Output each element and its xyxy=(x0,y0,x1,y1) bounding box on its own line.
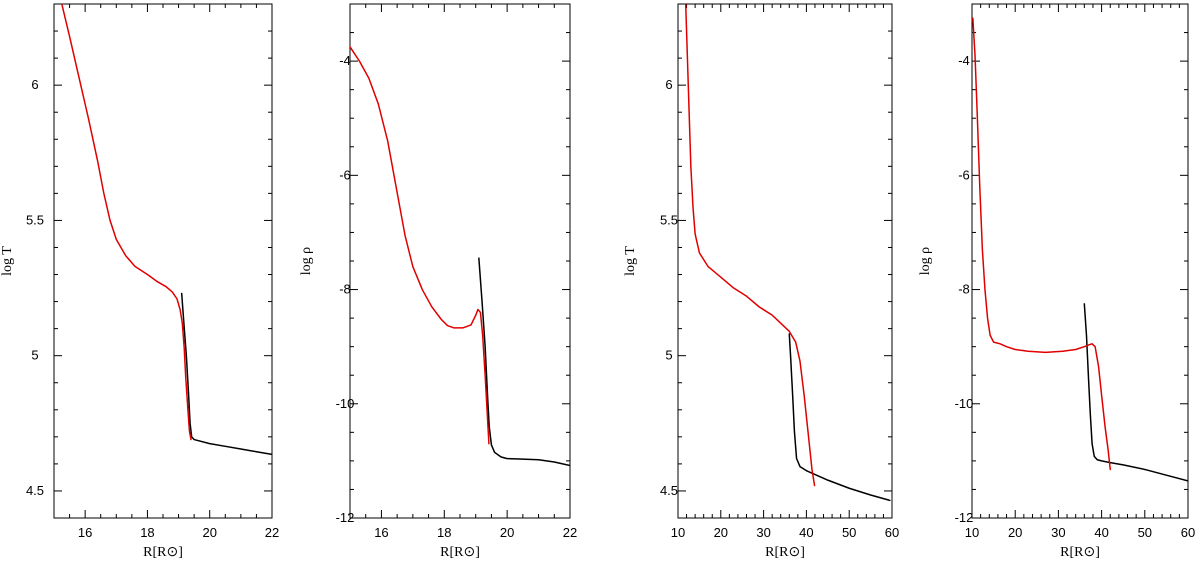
panel-3-y-tick-label: 6 xyxy=(665,77,672,92)
panel-2-x-tick-label: 22 xyxy=(563,525,577,540)
panel-1-curves xyxy=(61,4,272,456)
panel-3-x-axis-label: R[R⊙] xyxy=(765,545,805,560)
panel-4-x-tick-label: 40 xyxy=(1094,525,1108,540)
panel-3-curves xyxy=(684,4,891,502)
panel-2-y-tick-label: -8 xyxy=(339,282,351,297)
panel-2-y-tick-label: -6 xyxy=(339,167,351,182)
panel-1-y-axis-label: log T xyxy=(0,246,15,276)
panel-4-y-tick-label: -4 xyxy=(958,53,970,68)
panel-4-x-tick-label: 50 xyxy=(1138,525,1152,540)
panel-2-x-axis-label: R[R⊙] xyxy=(440,545,480,560)
panel-4-y-tick-label: -8 xyxy=(958,282,970,297)
panel-3-x-tick-label: 20 xyxy=(714,525,728,540)
panel-3-curve-red xyxy=(684,4,816,487)
panel-2-curves xyxy=(350,46,570,467)
panel-3-x-tick-label: 50 xyxy=(842,525,856,540)
panel-3-y-axis-label: log T xyxy=(623,246,638,276)
panel-3-ticks: 10 20 30 40 50 60 4.5 5 5.5 6 xyxy=(660,3,899,540)
panel-4-curves xyxy=(972,17,1188,482)
panel-3-x-tick-label: 10 xyxy=(671,525,685,540)
panel-2-frame xyxy=(349,3,571,519)
panel-4-y-tick-label: -12 xyxy=(955,510,974,525)
panel-4-x-tick-label: 60 xyxy=(1181,525,1195,540)
panel-1-log-t-small-r: 16 18 20 22 4.5 5 5.5 6 R[R⊙] log T xyxy=(0,3,279,560)
panel-3-x-tick-label: 60 xyxy=(885,525,899,540)
panel-4-x-tick-label: 10 xyxy=(965,525,979,540)
panel-1-y-tick-label: 4.5 xyxy=(26,483,44,498)
panel-4-curve-black xyxy=(1083,303,1188,482)
panel-2-y-tick-label: -12 xyxy=(336,510,355,525)
panel-4-x-axis-label: R[R⊙] xyxy=(1060,545,1100,560)
panel-1-y-tick-label: 5.5 xyxy=(26,212,44,227)
panel-3-log-t-large-r: 10 20 30 40 50 60 4.5 5 5.5 6 R[R⊙] log T xyxy=(623,3,899,560)
panel-3-y-tick-label: 5 xyxy=(665,348,672,363)
panel-1-x-tick-label: 22 xyxy=(265,525,279,540)
panel-2-y-tick-label: -4 xyxy=(339,53,351,68)
panel-4-x-tick-label: 20 xyxy=(1008,525,1022,540)
panel-3-y-tick-label: 4.5 xyxy=(660,483,678,498)
panel-4-ticks: 10 20 30 40 50 60 -12 -10 -8 -6 -4 xyxy=(955,3,1195,540)
panel-1-curve-black xyxy=(180,292,272,456)
panel-1-curve-red xyxy=(61,4,192,441)
panel-1-x-axis-label: R[R⊙] xyxy=(143,545,183,560)
panel-2-curve-black xyxy=(478,257,570,467)
panel-4-y-tick-label: -10 xyxy=(955,396,974,411)
panel-3-curve-black xyxy=(788,333,891,502)
panel-2-x-tick-label: 16 xyxy=(374,525,388,540)
panel-1-y-tick-label: 5 xyxy=(31,348,38,363)
panel-3-y-tick-label: 5.5 xyxy=(660,212,678,227)
panel-2-y-tick-label: -10 xyxy=(336,396,355,411)
panel-1-y-tick-label: 6 xyxy=(31,77,38,92)
panel-4-log-rho-large-r: 10 20 30 40 50 60 -12 -10 -8 -6 -4 R[R⊙] log ρ xyxy=(918,3,1195,560)
panel-4-y-tick-label: -6 xyxy=(958,167,970,182)
panel-2-x-tick-label: 18 xyxy=(437,525,451,540)
panel-2-curve-red xyxy=(350,46,490,445)
panel-1-x-tick-label: 20 xyxy=(202,525,216,540)
panel-2-ticks: 16 18 20 22 -12 -10 -8 -6 -4 xyxy=(336,3,577,540)
panel-3-frame xyxy=(677,3,893,519)
panel-4-curve-red xyxy=(972,17,1111,471)
panel-2-y-axis-label: log ρ xyxy=(299,247,314,275)
panel-1-frame xyxy=(53,3,273,519)
panel-3-x-tick-label: 30 xyxy=(756,525,770,540)
panel-4-y-axis-label: log ρ xyxy=(918,247,933,275)
panel-1-ticks: 16 18 20 22 4.5 5 5.5 6 xyxy=(26,3,279,540)
panel-2-x-tick-label: 20 xyxy=(500,525,514,540)
panel-1-x-tick-label: 16 xyxy=(78,525,92,540)
panel-4-frame xyxy=(971,3,1189,519)
panel-3-x-tick-label: 40 xyxy=(799,525,813,540)
panel-1-x-tick-label: 18 xyxy=(140,525,154,540)
panel-4-x-tick-label: 30 xyxy=(1051,525,1065,540)
panel-2-log-rho-small-r: 16 18 20 22 -12 -10 -8 -6 -4 R[R⊙] log ρ xyxy=(299,3,577,560)
